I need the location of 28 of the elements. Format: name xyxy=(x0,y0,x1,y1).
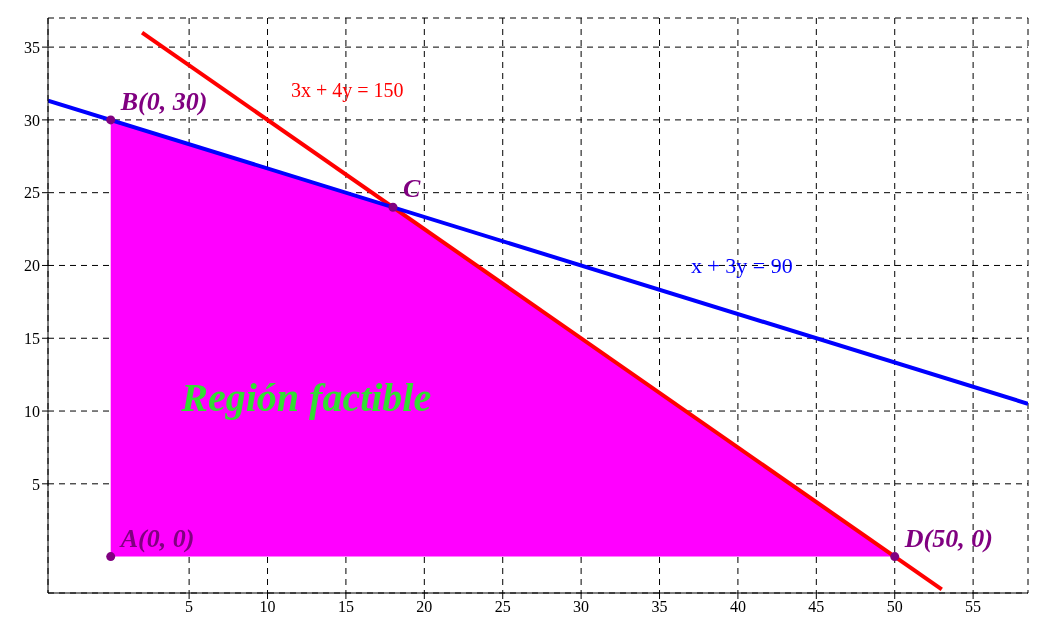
x-tick-label: 25 xyxy=(494,598,511,616)
y-tick-label: 35 xyxy=(24,38,40,56)
y-tick-label: 30 xyxy=(24,111,40,129)
y-tick-label: 10 xyxy=(24,402,40,420)
point xyxy=(106,552,116,562)
annotation: C xyxy=(402,174,421,204)
x-tick-label: 15 xyxy=(337,598,354,616)
x-tick-label: 5 xyxy=(185,598,194,616)
annotation: A(0, 0) xyxy=(118,523,195,553)
y-tick-label: 5 xyxy=(32,475,40,493)
y-tick-label: 20 xyxy=(24,257,40,275)
annotation: 3x + 4y = 150 xyxy=(291,78,404,102)
point xyxy=(388,202,398,212)
y-tick-label: 15 xyxy=(24,329,40,347)
point xyxy=(106,115,116,125)
x-tick-label: 35 xyxy=(651,598,668,616)
annotation: D(50, 0) xyxy=(903,523,993,553)
annotation: Región factible xyxy=(180,375,432,421)
point xyxy=(890,552,900,562)
x-tick-label: 40 xyxy=(729,598,746,616)
x-tick-label: 20 xyxy=(416,598,433,616)
x-tick-label: 45 xyxy=(808,598,825,616)
y-tick-label: 25 xyxy=(24,184,40,202)
x-tick-label: 30 xyxy=(573,598,590,616)
x-tick-label: 50 xyxy=(886,598,903,616)
annotation: B(0, 30) xyxy=(119,86,208,116)
x-tick-label: 55 xyxy=(965,598,982,616)
x-tick-label: 10 xyxy=(259,598,276,616)
